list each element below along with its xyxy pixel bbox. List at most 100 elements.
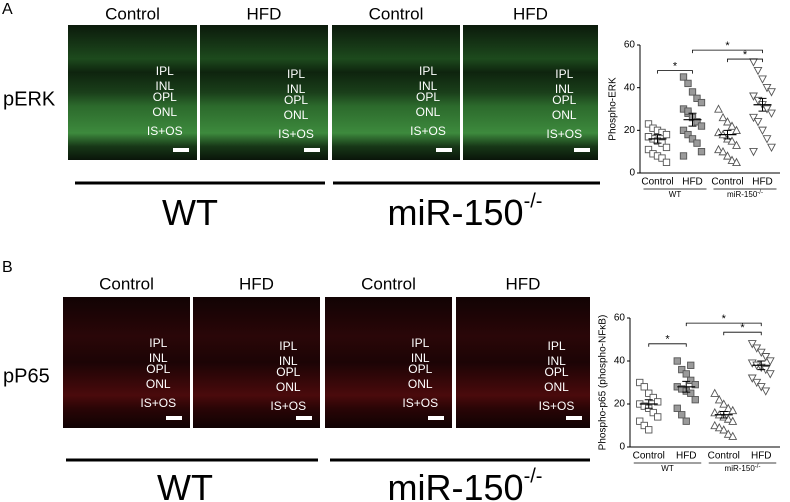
- data-point: [747, 340, 757, 349]
- data-point: [682, 417, 690, 425]
- data-point: [662, 143, 671, 152]
- data-point: [662, 130, 671, 139]
- data-point: [719, 399, 729, 408]
- data-point: [691, 381, 699, 389]
- significance-bracket: [727, 58, 763, 63]
- data-point: [693, 118, 701, 126]
- layer-label: INL: [547, 354, 566, 368]
- x-tick-label: Control: [641, 177, 673, 188]
- data-point: [649, 393, 657, 402]
- data-point: [697, 148, 706, 156]
- scale-bar: [574, 148, 590, 152]
- layer-label: ONL: [276, 380, 301, 394]
- data-point: [693, 139, 701, 147]
- layer-label: ONL: [152, 105, 177, 119]
- layer-label: ONL: [416, 105, 441, 119]
- group-superscript: -/-: [757, 190, 763, 196]
- group-label: miR-150-/-: [725, 464, 761, 473]
- data-point: [679, 126, 688, 134]
- data-point: [762, 84, 772, 93]
- data-point: [727, 155, 737, 164]
- group-label: miR-150-/-: [388, 466, 543, 502]
- data-point: [687, 361, 695, 369]
- data-point: [765, 370, 775, 379]
- layer-label: OPL: [276, 365, 300, 379]
- data-point: [673, 357, 681, 365]
- data-point: [688, 135, 697, 143]
- significance-bracket: [648, 343, 687, 347]
- layer-label: OPL: [284, 93, 308, 107]
- layer-label: INL: [279, 354, 298, 368]
- error-bar: [719, 411, 728, 419]
- data-point: [714, 144, 723, 154]
- micrograph: [200, 25, 328, 160]
- data-point: [732, 157, 741, 166]
- layer-label: IS+OS: [278, 127, 314, 141]
- data-point: [747, 374, 757, 383]
- layer-label: INL: [287, 82, 306, 96]
- x-tick-label: Control: [633, 451, 665, 462]
- significance-bracket: [692, 49, 763, 54]
- data-point: [684, 107, 692, 115]
- group-label: miR-150-/-: [727, 190, 763, 199]
- column-header: Control: [99, 274, 154, 293]
- data-point: [654, 413, 662, 421]
- scale-bar: [428, 416, 444, 420]
- data-point: [718, 112, 728, 122]
- x-tick-label: Control: [708, 451, 740, 462]
- data-point: [649, 408, 657, 417]
- layer-label: IS+OS: [539, 399, 575, 413]
- data-point: [728, 405, 738, 415]
- data-point: [727, 121, 737, 130]
- column-header: HFD: [247, 4, 282, 23]
- data-point: [732, 140, 741, 149]
- data-point: [718, 147, 728, 156]
- significance-label: *: [722, 313, 727, 325]
- y-tick-label: 20: [614, 399, 626, 410]
- data-point: [662, 158, 671, 166]
- group-label: WT: [669, 190, 682, 199]
- significance-label: *: [725, 40, 730, 52]
- data-point: [636, 417, 644, 425]
- layer-label: INL: [411, 351, 430, 365]
- layer-label: INL: [555, 82, 574, 96]
- data-point: [688, 88, 697, 96]
- micrograph: [456, 297, 590, 428]
- data-point: [645, 389, 653, 397]
- data-point: [644, 133, 653, 141]
- data-point: [710, 420, 720, 430]
- layer-label: IS+OS: [140, 396, 176, 410]
- significance-label: *: [743, 49, 748, 61]
- data-point: [723, 414, 733, 423]
- group-label: WT: [162, 192, 218, 233]
- data-point: [762, 105, 772, 114]
- data-point: [687, 376, 695, 384]
- group-superscript: -/-: [524, 191, 543, 213]
- data-point: [762, 135, 772, 144]
- error-bar: [688, 112, 697, 127]
- error-bar: [653, 134, 662, 144]
- data-point: [658, 154, 666, 162]
- group-name: WT: [661, 464, 674, 473]
- y-tick-label: 60: [624, 40, 636, 51]
- data-point: [714, 127, 723, 137]
- data-point: [761, 353, 771, 362]
- micrograph: [63, 297, 190, 428]
- scale-bar: [436, 148, 452, 152]
- group-label: WT: [661, 464, 674, 473]
- stain-label: pERK: [3, 88, 56, 110]
- data-point: [636, 378, 644, 387]
- data-point: [728, 431, 738, 440]
- layer-label: OPL: [153, 90, 177, 104]
- data-point: [749, 113, 758, 123]
- data-point: [767, 109, 776, 118]
- data-point: [697, 98, 706, 107]
- data-point: [732, 125, 741, 134]
- y-tick-label: 40: [624, 82, 636, 93]
- layer-label: INL: [419, 79, 438, 93]
- significance-bracket: [685, 322, 762, 327]
- y-axis-label: Phospho-p65 (phospho-NFκB): [598, 315, 609, 451]
- panel-letter: A: [2, 1, 13, 18]
- significance-bracket: [657, 70, 693, 74]
